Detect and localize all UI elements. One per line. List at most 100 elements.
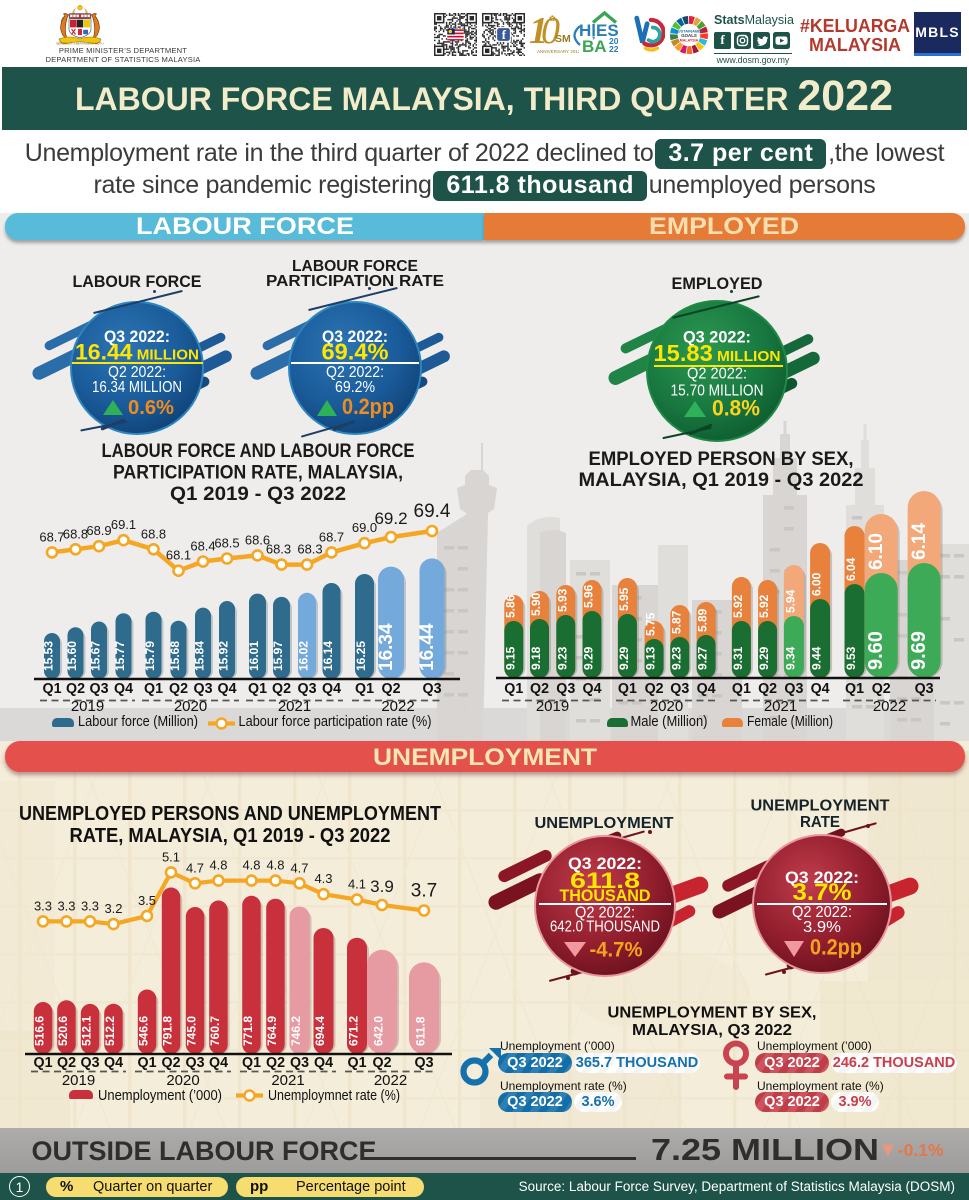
svg-text:Q3 2022:: Q3 2022: [683, 327, 751, 346]
svg-text:GOALS: GOALS [681, 33, 697, 38]
svg-text:Q4: Q4 [218, 681, 237, 697]
svg-text:16.34 MILLION: 16.34 MILLION [92, 379, 182, 396]
svg-text:15.77: 15.77 [113, 641, 127, 671]
svg-text:Q1: Q1 [618, 681, 637, 697]
svg-text:Q4: Q4 [104, 1055, 123, 1071]
svg-text:9.15: 9.15 [503, 646, 517, 670]
svg-text:69.0: 69.0 [352, 520, 377, 535]
svg-text:5.94: 5.94 [783, 589, 797, 613]
svg-text:2021: 2021 [278, 698, 311, 715]
svg-text:6.14: 6.14 [909, 523, 930, 560]
svg-text:16.02: 16.02 [297, 641, 311, 671]
svg-text:671.2: 671.2 [347, 1016, 361, 1046]
svg-text:68.8: 68.8 [141, 526, 166, 541]
svg-text:15.67: 15.67 [89, 641, 103, 671]
svg-text:69.1: 69.1 [111, 517, 136, 532]
svg-text:546.6: 546.6 [137, 1016, 151, 1046]
svg-text:68.3: 68.3 [266, 542, 291, 557]
svg-text:Q1: Q1 [43, 681, 62, 697]
svg-text:642.0 THOUSAND: 642.0 THOUSAND [550, 918, 660, 934]
svg-text:15.68: 15.68 [168, 641, 182, 671]
svg-text:9.23: 9.23 [669, 646, 683, 670]
svg-text:5.92: 5.92 [757, 594, 771, 618]
svg-text:Q3: Q3 [415, 1055, 434, 1071]
svg-text:EMPLOYED PERSON BY SEX,: EMPLOYED PERSON BY SEX, [589, 449, 854, 470]
svg-text:Q3: Q3 [298, 681, 317, 697]
svg-text:4.3: 4.3 [314, 871, 332, 886]
svg-text:Q2: Q2 [872, 681, 891, 697]
svg-text:4.7: 4.7 [290, 860, 308, 875]
svg-text:611.8: 611.8 [414, 1016, 428, 1046]
svg-text:9.29: 9.29 [617, 646, 631, 670]
svg-text:LABOUR FORCE: LABOUR FORCE [73, 272, 202, 291]
svg-text:Q2 2022:: Q2 2022: [326, 364, 384, 381]
svg-text:Q1: Q1 [355, 681, 374, 697]
svg-text:9.27: 9.27 [696, 646, 710, 670]
svg-text:Q2: Q2 [66, 681, 85, 697]
svg-text:0.6%: 0.6% [128, 398, 174, 418]
svg-text:Q4: Q4 [209, 1055, 228, 1071]
svg-text:Q3: Q3 [556, 681, 575, 697]
svg-text:RATE: RATE [800, 814, 840, 831]
svg-text:0.2pp: 0.2pp [810, 936, 862, 958]
svg-text:512.2: 512.2 [103, 1016, 117, 1046]
svg-text:LABOUR FORCE: LABOUR FORCE [292, 258, 418, 275]
svg-text:Q3 2022:: Q3 2022: [785, 868, 859, 887]
svg-text:68.9: 68.9 [86, 523, 111, 538]
svg-text:Q2: Q2 [530, 681, 549, 697]
svg-text:2020: 2020 [166, 1072, 199, 1089]
svg-text:RATE, MALAYSIA, Q1 2019 - Q3 2: RATE, MALAYSIA, Q1 2019 - Q3 2022 [70, 824, 391, 847]
svg-text:Female (Million): Female (Million) [747, 714, 833, 730]
svg-text:Q4: Q4 [583, 681, 602, 697]
svg-text:16.44 MILLION: 16.44 MILLION [75, 340, 199, 365]
svg-text:Q2 2022:: Q2 2022: [792, 904, 852, 921]
svg-text:Q3: Q3 [194, 681, 213, 697]
svg-text:2022: 2022 [873, 698, 906, 715]
svg-text:THOUSAND: THOUSAND [560, 887, 651, 905]
svg-text:Q4: Q4 [322, 681, 341, 697]
svg-text:MALAYSIA, Q3 2022: MALAYSIA, Q3 2022 [632, 1022, 792, 1039]
svg-text:0.8%: 0.8% [712, 397, 760, 418]
svg-text:Q2 2022:: Q2 2022: [575, 905, 635, 922]
svg-text:Q3 2022:: Q3 2022: [568, 854, 642, 873]
svg-text:Q1: Q1 [138, 1055, 157, 1071]
svg-text:3.7: 3.7 [411, 881, 437, 902]
svg-text:Q4: Q4 [811, 681, 830, 697]
svg-text:68.3: 68.3 [297, 542, 322, 557]
svg-text:746.2: 746.2 [289, 1016, 303, 1046]
svg-text:512.1: 512.1 [80, 1016, 94, 1046]
svg-text:3.3: 3.3 [57, 898, 75, 913]
svg-text:Q1: Q1 [845, 681, 864, 697]
svg-text:LABOUR FORCE AND LABOUR FORCE: LABOUR FORCE AND LABOUR FORCE [102, 441, 415, 462]
svg-text:5.86: 5.86 [503, 594, 517, 618]
svg-text:611.8: 611.8 [570, 868, 640, 893]
svg-text:Q1: Q1 [504, 681, 523, 697]
svg-text:2019: 2019 [71, 698, 104, 715]
svg-text:69.2%: 69.2% [335, 379, 375, 396]
svg-text:516.6: 516.6 [33, 1016, 47, 1046]
svg-text:OUTSIDE LABOUR FORCE: OUTSIDE LABOUR FORCE [32, 1136, 377, 1166]
svg-text:9.31: 9.31 [731, 646, 745, 670]
svg-text:3.3: 3.3 [81, 898, 99, 913]
svg-text:Unemployment (’000): Unemployment (’000) [98, 1088, 222, 1104]
svg-text:9.44: 9.44 [810, 646, 824, 670]
svg-text:745.0: 745.0 [185, 1016, 199, 1046]
svg-text:5.1: 5.1 [162, 849, 180, 864]
svg-text:Q3: Q3 [90, 681, 109, 697]
svg-text:9.69: 9.69 [908, 631, 930, 670]
svg-text:2022: 2022 [374, 1072, 407, 1089]
svg-text:Q2 2022:: Q2 2022: [687, 366, 747, 383]
svg-text:Q3: Q3 [670, 681, 689, 697]
svg-text:16.34: 16.34 [376, 623, 397, 671]
svg-text:2020: 2020 [650, 698, 683, 715]
svg-text:3.3: 3.3 [34, 898, 52, 913]
svg-text:Q4: Q4 [314, 1055, 333, 1071]
svg-text:0.2pp: 0.2pp [342, 397, 394, 418]
svg-text:2022: 2022 [381, 698, 414, 715]
svg-text:2019: 2019 [62, 1072, 95, 1089]
svg-text:2020: 2020 [174, 698, 207, 715]
svg-text:Q1: Q1 [248, 681, 267, 697]
svg-text:5.96: 5.96 [582, 584, 596, 608]
svg-text:3.2: 3.2 [104, 901, 122, 916]
svg-text:LABOUR FORCE MALAYSIA, THIRD Q: LABOUR FORCE MALAYSIA, THIRD QUARTER 202… [75, 72, 893, 120]
